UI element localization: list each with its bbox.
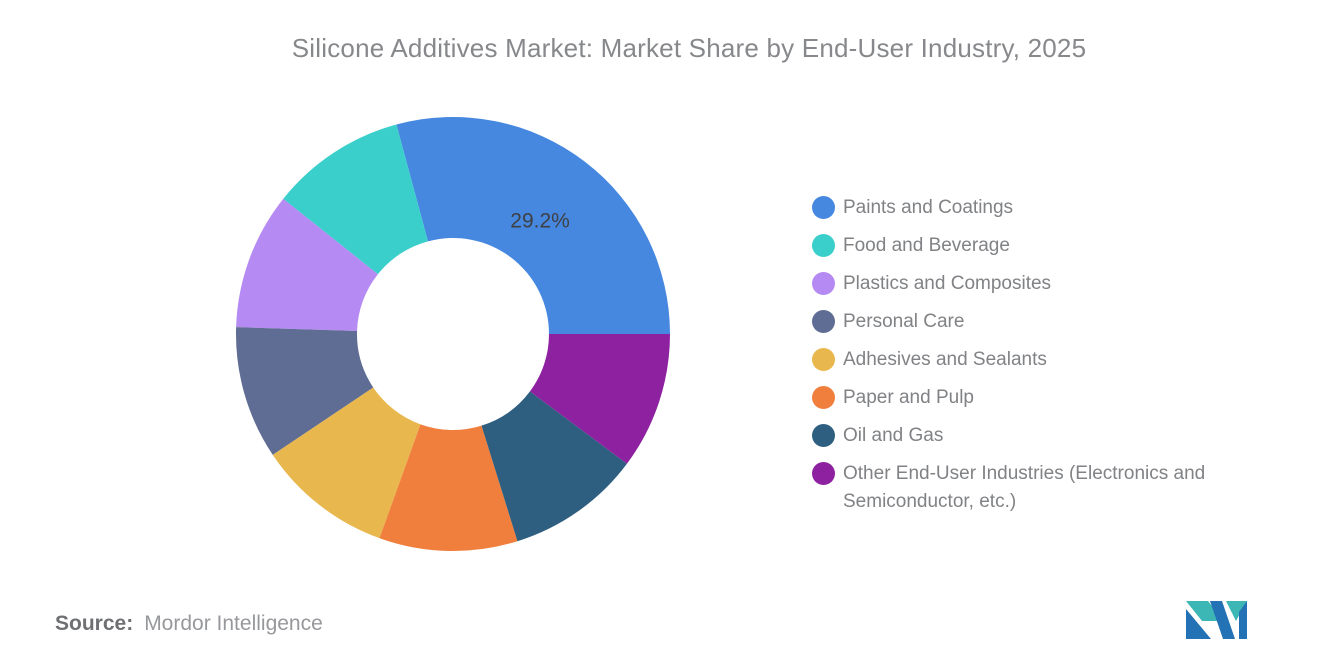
- chart-title: Silicone Additives Market: Market Share …: [291, 33, 1087, 63]
- source-line: Source: Mordor Intelligence: [55, 612, 323, 636]
- legend-item-personal-care[interactable]: Personal Care: [812, 308, 1232, 336]
- legend-label: Paper and Pulp: [843, 387, 974, 408]
- donut-slice-oil-and-gas[interactable]: [481, 391, 627, 542]
- legend-item-adhesives-and-sealants[interactable]: Adhesives and Sealants: [812, 346, 1232, 374]
- donut-slice-food-and-beverage[interactable]: [283, 124, 428, 275]
- source-value: Mordor Intelligence: [144, 612, 323, 635]
- legend-marker: [812, 386, 835, 409]
- legend-marker: [812, 348, 835, 371]
- donut-chart: 29.2%: [236, 117, 670, 551]
- mordor-intelligence-logo: [1186, 601, 1247, 639]
- legend-label: Paints and Coatings: [843, 197, 1014, 218]
- legend-label: Oil and Gas: [843, 425, 944, 446]
- chart-legend: Paints and Coatings Food and Beverage Plas…: [812, 194, 1232, 526]
- donut-slice-paper-and-pulp[interactable]: [379, 424, 518, 551]
- legend-item-paints-and-coatings[interactable]: Paints and Coatings: [812, 194, 1232, 222]
- donut-slice-other-end-user-industries-electronics-and-semiconductor-etc[interactable]: [529, 334, 670, 464]
- legend-marker: [812, 310, 835, 333]
- donut-slice-personal-care[interactable]: [236, 327, 374, 455]
- legend-item-food-and-beverage[interactable]: Food and Beverage: [812, 232, 1232, 260]
- legend-marker: [812, 424, 835, 447]
- legend-label: Personal Care: [843, 311, 965, 332]
- legend-marker: [812, 196, 835, 219]
- donut-slice-paints-and-coatings[interactable]: [396, 117, 670, 335]
- legend-label: Food and Beverage: [843, 235, 1010, 256]
- legend-label: Adhesives and Sealants: [843, 349, 1047, 370]
- legend-label: Plastics and Composites: [843, 273, 1052, 294]
- legend-marker: [812, 234, 835, 257]
- legend-item-other-end-user-industries-electronics-and-semiconductor-etc[interactable]: Other End-User Industries (Electronics a…: [812, 460, 1232, 516]
- legend-item-plastics-and-composites[interactable]: Plastics and Composites: [812, 270, 1232, 298]
- legend-marker: [812, 462, 835, 485]
- legend-label: Other End-User Industries (Electronics a…: [843, 463, 1206, 512]
- legend-item-paper-and-pulp[interactable]: Paper and Pulp: [812, 384, 1232, 412]
- legend-item-oil-and-gas[interactable]: Oil and Gas: [812, 422, 1232, 450]
- donut-slice-plastics-and-composites[interactable]: [236, 198, 378, 331]
- donut-data-label: 29.2%: [510, 209, 570, 232]
- source-label: Source:: [55, 612, 134, 635]
- legend-marker: [812, 272, 835, 295]
- donut-slice-adhesives-and-sealants[interactable]: [272, 387, 421, 539]
